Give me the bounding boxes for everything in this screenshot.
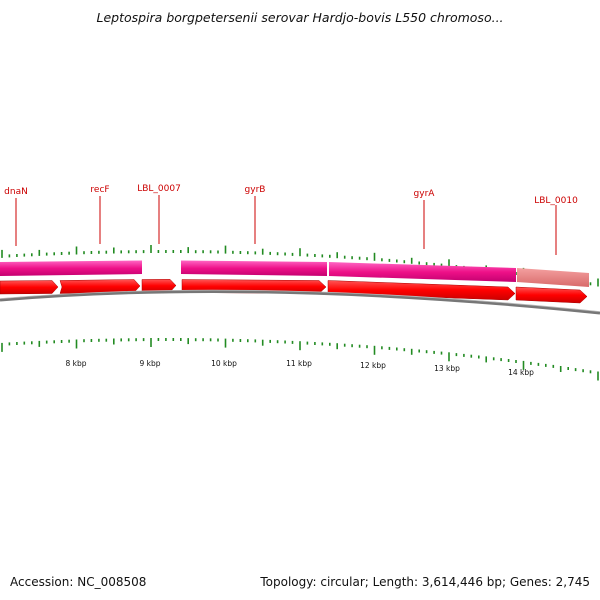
feature-band-segment-3 — [329, 262, 516, 282]
feature-band-segment-1 — [0, 260, 142, 276]
scale-label-9kbp: 9 kbp — [139, 359, 160, 368]
gene-labels: dnaN recF LBL_0007 gyrB gyrA LBL_0010 — [4, 184, 578, 255]
chromosome-backbone — [0, 290, 600, 315]
feature-band-segment-4 — [517, 268, 589, 287]
gene-label-recF: recF — [90, 185, 109, 195]
scale-label-14kbp: 14 kbp — [508, 368, 534, 377]
scale-label-8kbp: 8 kbp — [65, 359, 86, 368]
scale-labels: 8 kbp 9 kbp 10 kbp 11 kbp 12 kbp 13 kbp … — [65, 359, 534, 377]
gene-label-gyrA: gyrA — [414, 189, 436, 199]
feature-band — [0, 260, 589, 287]
gene-label-LBL_0007: LBL_0007 — [137, 184, 181, 194]
scale-ticks — [1, 338, 599, 381]
cds-arrow-LBL_0010 — [515, 286, 588, 304]
scale-label-13kbp: 13 kbp — [434, 364, 460, 373]
scale-label-11kbp: 11 kbp — [286, 359, 312, 368]
cds-arrow-LBL_0007 — [141, 279, 177, 293]
gene-label-LBL_0010: LBL_0010 — [534, 196, 578, 206]
accession-text: Accession: NC_008508 — [10, 575, 147, 589]
feature-band-segment-2 — [181, 260, 327, 276]
gene-label-dnaN: dnaN — [4, 187, 28, 197]
scale-label-12kbp: 12 kbp — [360, 361, 386, 370]
chromosome-backbone-highlight — [0, 289, 600, 312]
topology-summary: Topology: circular; Length: 3,614,446 bp… — [260, 575, 590, 589]
cds-arrow-dnaN — [0, 280, 59, 295]
gene-label-gyrB: gyrB — [245, 185, 266, 195]
map-title: Leptospira borgpetersenii serovar Hardjo… — [96, 10, 504, 25]
scale-label-10kbp: 10 kbp — [211, 359, 237, 368]
